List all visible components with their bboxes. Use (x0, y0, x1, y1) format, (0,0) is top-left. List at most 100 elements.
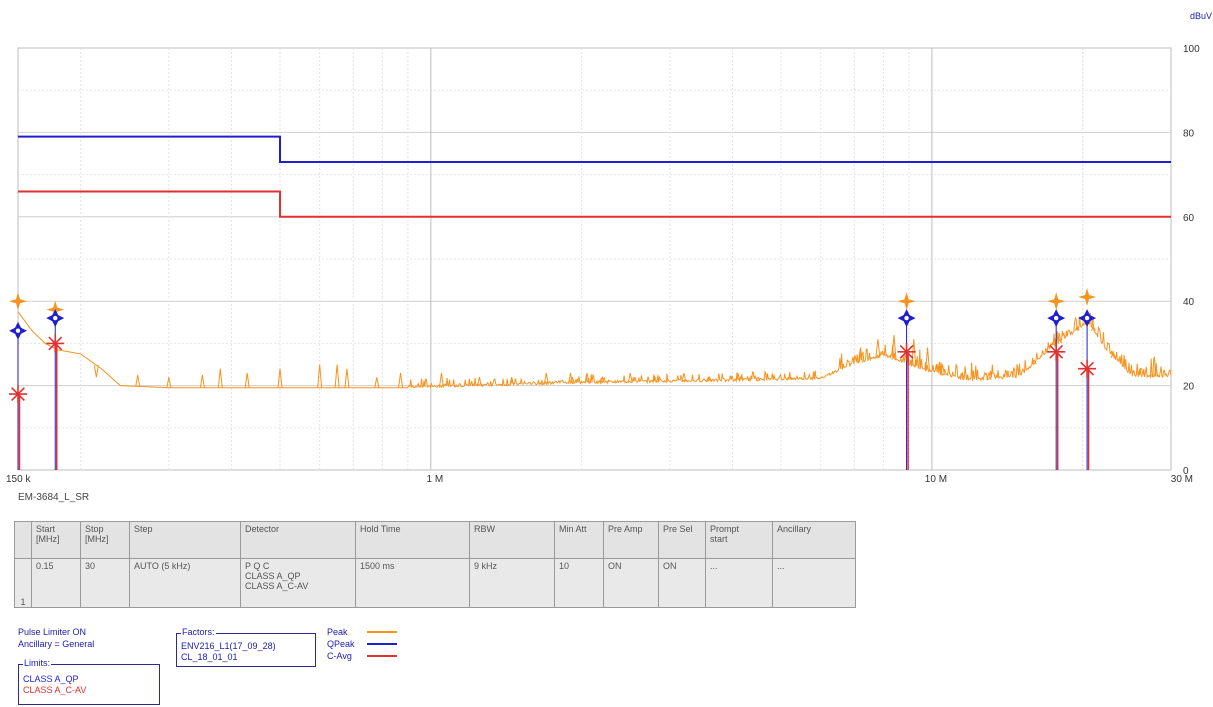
x-tick-label: 1 M (427, 474, 444, 485)
peak-spike (1110, 350, 1116, 359)
peak-spike (891, 334, 897, 360)
peak-spike (940, 364, 946, 376)
header-detector: Detector (240, 521, 356, 559)
y-tick-label: 80 (1183, 128, 1195, 139)
table-row: 1 0.15 30 AUTO (5 kHz) P Q C CLASS A_QP … (14, 558, 856, 608)
cell-rbw: 9 kHz (469, 558, 555, 608)
header-rbw: RBW (469, 521, 555, 559)
peak-spike (1031, 359, 1037, 365)
qpeak-marker-center (904, 315, 909, 321)
peak-spike (652, 375, 658, 383)
cell-pre-sel: ON (658, 558, 706, 608)
cavg-marker-ray (1080, 361, 1095, 376)
peak-spike (543, 372, 549, 385)
peak-spike (135, 374, 141, 387)
peak-spike (438, 372, 444, 388)
ancillary-label: Ancillary = General (18, 639, 95, 649)
cavg-marker (1047, 342, 1066, 361)
header-step: Step (129, 521, 241, 559)
cavg-marker (9, 385, 27, 404)
peak-spike (986, 371, 992, 381)
peak-spike (374, 377, 380, 388)
cell-ancillary: ... (772, 558, 856, 608)
peak-spike (707, 375, 713, 382)
header-pre-sel: Pre Sel (658, 521, 706, 559)
peak-spike (1057, 338, 1063, 344)
cell-step: AUTO (5 kHz) (129, 558, 241, 608)
cell-detector: P Q C CLASS A_QP CLASS A_C-AV (240, 558, 356, 608)
header-prompt-start: Prompt start (705, 521, 773, 559)
header-min-att: Min Att (554, 521, 604, 559)
limit-list: CLASS A_QP CLASS A_C-AV (23, 674, 155, 696)
y-tick-label: 0 (1183, 466, 1189, 477)
cell-min-att: 10 (554, 558, 604, 608)
cell-stop: 30 (80, 558, 130, 608)
peak-spike (334, 364, 340, 388)
cavg-marker (897, 342, 916, 361)
limits-title: Limits: (23, 658, 52, 669)
legend-item-peak: Peak (327, 626, 397, 638)
peak-spike (1074, 325, 1080, 331)
peak-spike (811, 376, 816, 380)
scan-settings-table: Start [MHz] Stop [MHz] Step Detector Hol… (14, 521, 856, 608)
limits-box: Limits: CLASS A_QP CLASS A_C-AV (18, 658, 160, 705)
header-index (14, 521, 32, 559)
cavg-marker (1078, 359, 1097, 378)
y-tick-labels: 0 20 40 60 80 100 (1183, 44, 1200, 477)
limit-cav-label: CLASS A_C-AV (23, 685, 87, 695)
peak-marker (1078, 287, 1097, 306)
cell-start: 0.15 (31, 558, 81, 608)
cavg-marker-ray (899, 344, 914, 359)
legend-cavg-label: C-Avg (327, 651, 352, 661)
qpeak-marker-center (1084, 315, 1090, 321)
cavg-marker-ray (11, 387, 25, 401)
emission-chart: 0 20 40 60 80 100 150 k 1 M 10 M 30 M dBuV (6, 11, 1212, 485)
table-header-row: Start [MHz] Stop [MHz] Step Detector Hol… (14, 521, 856, 559)
peak-spike (787, 376, 793, 381)
legend-qpeak-swatch (367, 643, 397, 645)
peak-spike (857, 347, 863, 363)
peak-spike (244, 372, 250, 388)
trace-legend: Peak QPeak C-Avg (327, 626, 397, 662)
limit-qp-label: CLASS A_QP (23, 674, 79, 684)
peak-marker (1047, 292, 1066, 311)
header-stop: Stop [MHz] (80, 521, 130, 559)
peak-spike (681, 372, 687, 383)
limit-line (18, 135, 1171, 163)
peak-spike (1137, 368, 1143, 378)
qpeak-marker-center (15, 328, 21, 333)
qpeak-marker-center (53, 315, 58, 321)
factor-2-label: CL_18_01_01 (181, 652, 238, 662)
measurement-caption: EM-3684_L_SR (18, 492, 90, 503)
peak-trace-line (17, 311, 1172, 390)
cavg-marker (46, 334, 65, 353)
peak-spike (735, 372, 741, 382)
peak-spike (476, 377, 482, 387)
y-tick-label: 100 (1183, 44, 1200, 55)
cell-prompt-start: ... (705, 558, 773, 608)
legend-qpeak-label: QPeak (327, 639, 355, 649)
peak-spike (568, 372, 574, 384)
cavg-marker-ray (48, 336, 63, 351)
peak-spike (1090, 325, 1096, 332)
y-tick-label: 60 (1183, 213, 1195, 224)
peak-trace (17, 311, 1172, 390)
x-tick-labels: 150 k 1 M 10 M 30 M (6, 474, 1193, 485)
x-tick-label: 30 M (1171, 474, 1193, 485)
cell-hold-time: 1500 ms (355, 558, 470, 608)
legend-item-qpeak: QPeak (327, 638, 397, 650)
cell-index: 1 (14, 558, 32, 608)
cell-pre-amp: ON (603, 558, 659, 608)
peak-spike (317, 364, 323, 388)
x-tick-label: 150 k (6, 474, 31, 485)
peak-spike (1153, 368, 1159, 378)
legend-cavg-swatch (367, 655, 397, 657)
header-hold-time: Hold Time (355, 521, 470, 559)
y-axis-unit: dBuV (1190, 11, 1212, 21)
peak-spike (277, 368, 283, 388)
header-start: Start [MHz] (31, 521, 81, 559)
peak-spike (959, 371, 965, 380)
qpeak-marker-center (1053, 315, 1059, 321)
header-pre-amp: Pre Amp (603, 521, 659, 559)
legend-peak-swatch (367, 631, 397, 633)
